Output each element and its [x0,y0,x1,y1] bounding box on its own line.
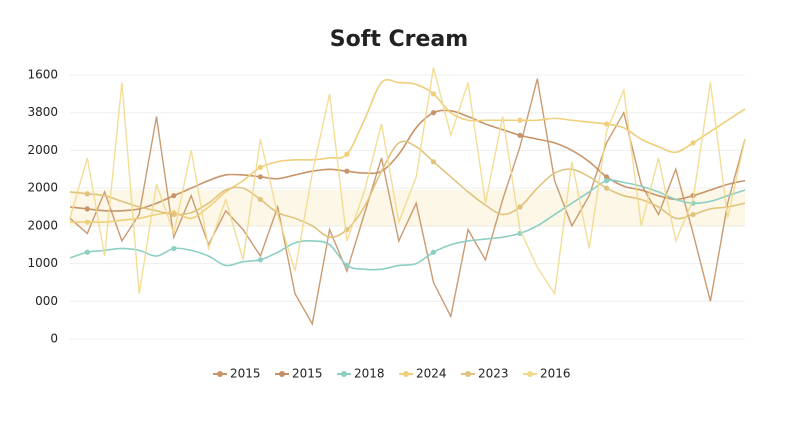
series-line [69,67,746,296]
point [517,132,523,138]
legend-dot [465,371,471,377]
point [84,219,90,225]
legend-dot [341,371,347,377]
legend-label: 2016 [540,367,571,381]
point [171,193,177,199]
point [603,174,610,180]
point [84,191,90,197]
point [430,110,437,116]
point [430,91,437,97]
point [171,245,177,252]
point [257,164,263,170]
y-tick-label: 2000 [27,218,58,232]
legend-dot [403,371,409,377]
point [690,211,696,218]
y-tick-label: 2000 [27,181,58,195]
point [257,174,263,180]
legend-label: 2015 [230,367,261,381]
point [84,249,90,255]
legend-dot [279,371,285,377]
y-tick-label: 1600 [27,68,58,82]
point [344,262,350,269]
legend-dot [217,371,223,377]
legend-label: 2024 [416,367,447,381]
y-tick-label: 000 [35,294,58,308]
chart-title: Soft Cream [330,27,468,52]
point [84,206,90,212]
point [257,257,263,263]
point [603,185,610,191]
point [690,140,696,146]
y-tick-label: 2000 [27,143,58,157]
legend-label: 2023 [478,367,509,381]
y-tick-label: 1000 [27,256,58,270]
point [517,204,523,210]
point [257,196,263,203]
series-line [69,179,746,271]
legend-dot [527,371,533,377]
point [603,178,610,184]
y-tick-label: 3800 [27,105,58,119]
legend-label: 2015 [292,367,323,381]
legend-label: 2018 [354,367,385,381]
point [344,151,350,157]
point [603,121,610,127]
point [430,159,437,165]
series-line [70,78,746,224]
y-tick-label: 0 [50,332,58,346]
point [344,168,350,174]
point [517,117,523,123]
point [171,211,177,218]
point [430,249,437,255]
series-line [69,140,746,239]
